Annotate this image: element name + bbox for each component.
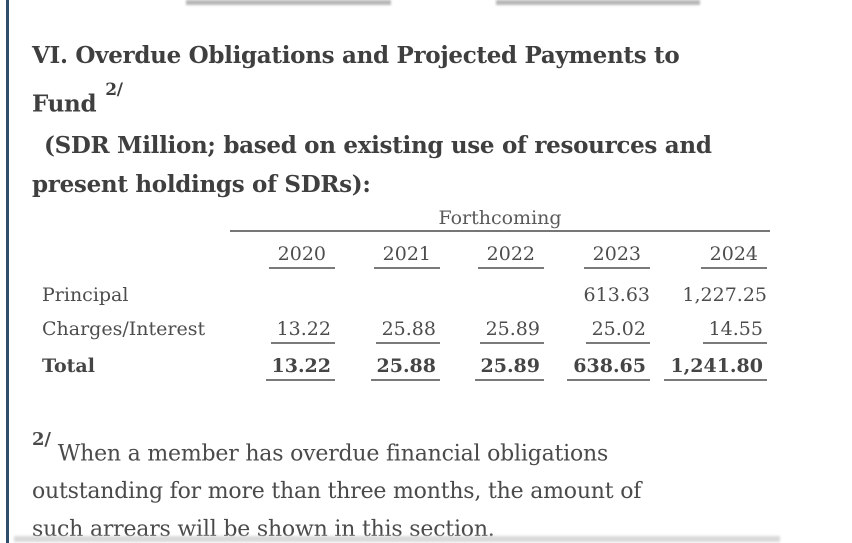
cell-value: 25.89 xyxy=(479,318,544,344)
cell-value: 613.63 xyxy=(583,283,650,306)
cell-value: 25.02 xyxy=(585,318,650,344)
subtitle-line-1: (SDR Million; based on existing use of r… xyxy=(44,131,712,159)
cell-value: 14.55 xyxy=(702,318,767,344)
table-row: Charges/Interest 13.22 25.88 25.89 25.02 14.5… xyxy=(42,318,852,344)
cell-charges-interest-2020: 13.22 xyxy=(235,318,335,344)
cell-value: 25.88 xyxy=(370,355,440,381)
table-row: 2020 2021 2022 2023 2024 xyxy=(42,243,852,269)
cell-value: 638.65 xyxy=(567,355,650,381)
cell-value: 1,227.25 xyxy=(682,283,767,306)
cell-total-2022: 25.89 xyxy=(440,355,544,381)
payments-table: 2020 2021 2022 2023 2024 Principal 613.63 1,227… xyxy=(42,243,852,381)
cell-principal-2024: 1,227.25 xyxy=(650,284,767,306)
column-header-label: 2021 xyxy=(373,243,440,269)
column-header-2021: 2021 xyxy=(335,243,440,269)
top-edge-artifact-1 xyxy=(186,0,391,5)
cell-total-2020: 13.22 xyxy=(235,355,335,381)
cell-total-2024: 1,241.80 xyxy=(650,355,767,381)
cell-value: 25.88 xyxy=(375,318,440,344)
cell-value: 13.22 xyxy=(270,318,335,344)
heading-line-2: Fund 2/ xyxy=(32,77,852,126)
cell-total-2023: 638.65 xyxy=(544,355,650,381)
column-header-label: 2023 xyxy=(583,243,650,269)
heading-word-fund: Fund xyxy=(32,90,97,118)
cell-value: 25.89 xyxy=(474,355,544,381)
column-header-label: 2020 xyxy=(268,243,335,269)
subtitle-line-2: present holdings of SDRs): xyxy=(32,170,371,198)
column-header-label: 2022 xyxy=(477,243,544,269)
column-header-2020: 2020 xyxy=(235,243,335,269)
heading-line-1: VI. Overdue Obligations and Projected Pa… xyxy=(32,42,680,69)
column-header-2024: 2024 xyxy=(650,243,767,269)
table-row: Principal 613.63 1,227.25 xyxy=(42,284,852,306)
footnote: 2/When a member has overdue financial ob… xyxy=(32,428,852,543)
column-header-label: 2024 xyxy=(700,243,767,269)
row-label-principal: Principal xyxy=(42,283,129,306)
footnote-line-1: 2/When a member has overdue financial ob… xyxy=(32,428,852,473)
cell-charges-interest-2023: 25.02 xyxy=(544,318,650,344)
column-header-2022: 2022 xyxy=(440,243,544,269)
left-accent-border xyxy=(6,0,9,543)
cell-charges-interest-2024: 14.55 xyxy=(650,318,767,344)
row-label-total: Total xyxy=(42,354,95,377)
section-subtitle: (SDR Million; based on existing use of r… xyxy=(32,126,852,204)
footnote-marker: 2/ xyxy=(32,428,51,450)
cell-charges-interest-2022: 25.89 xyxy=(440,318,544,344)
table-row: Total 13.22 25.88 25.89 638.65 1,241.80 xyxy=(42,355,852,381)
cell-principal-2023: 613.63 xyxy=(544,284,650,306)
cell-value: 13.22 xyxy=(265,355,335,381)
forthcoming-label: Forthcoming xyxy=(438,206,562,229)
footnote-reference: 2/ xyxy=(105,80,123,100)
cell-value: 1,241.80 xyxy=(664,355,767,381)
cell-total-2021: 25.88 xyxy=(335,355,440,381)
column-header-2023: 2023 xyxy=(544,243,650,269)
footnote-text-1: When a member has overdue financial obli… xyxy=(57,440,609,466)
cell-charges-interest-2021: 25.88 xyxy=(335,318,440,344)
row-label-charges-interest: Charges/Interest xyxy=(42,317,206,340)
top-edge-artifact-2 xyxy=(496,0,700,5)
forthcoming-spanner: Forthcoming xyxy=(230,207,770,232)
footnote-line-2: outstanding for more than three months, … xyxy=(32,478,642,504)
bottom-edge-artifact xyxy=(14,536,780,542)
section-heading: VI. Overdue Obligations and Projected Pa… xyxy=(32,34,852,126)
